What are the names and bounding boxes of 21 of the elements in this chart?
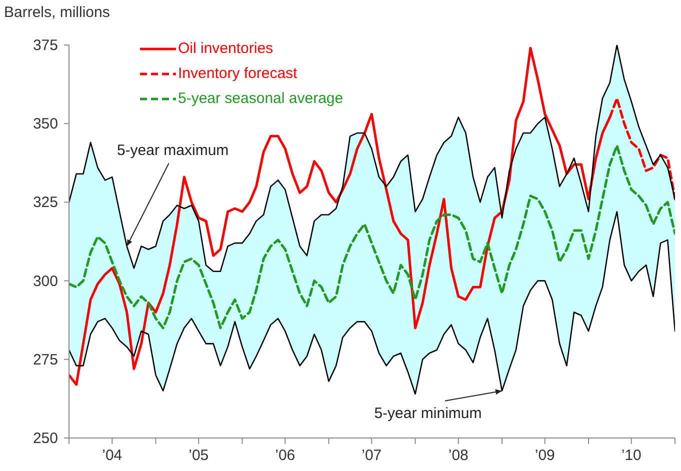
line-series <box>69 144 675 330</box>
y-tick-label: 250 <box>32 430 58 447</box>
y-axis-title: Barrels, millions <box>4 4 110 21</box>
legend-label: Oil inventories <box>178 39 274 59</box>
x-tick-label: ’09 <box>534 447 555 464</box>
y-tick-label: 300 <box>32 272 58 290</box>
x-tick-label: ’08 <box>448 447 468 464</box>
y-tick-label: 350 <box>32 116 58 133</box>
legend-label: 5-year seasonal average <box>178 89 344 109</box>
x-tick-label: ’10 <box>621 447 642 464</box>
x-tick-label: ’04 <box>102 447 122 464</box>
legend-label: Inventory forecast <box>178 64 298 84</box>
x-tick-label: ’06 <box>275 447 296 464</box>
x-tick-label: ’05 <box>188 447 209 464</box>
y-tick-label: 375 <box>32 37 58 54</box>
y-tick-label: 325 <box>32 194 58 212</box>
x-tick-label: ’07 <box>362 447 382 464</box>
annotation: 5-year minimum <box>374 404 482 422</box>
line-series <box>69 210 675 395</box>
y-tick-label: 275 <box>32 351 58 368</box>
annotation: 5-year maximum <box>116 142 229 160</box>
